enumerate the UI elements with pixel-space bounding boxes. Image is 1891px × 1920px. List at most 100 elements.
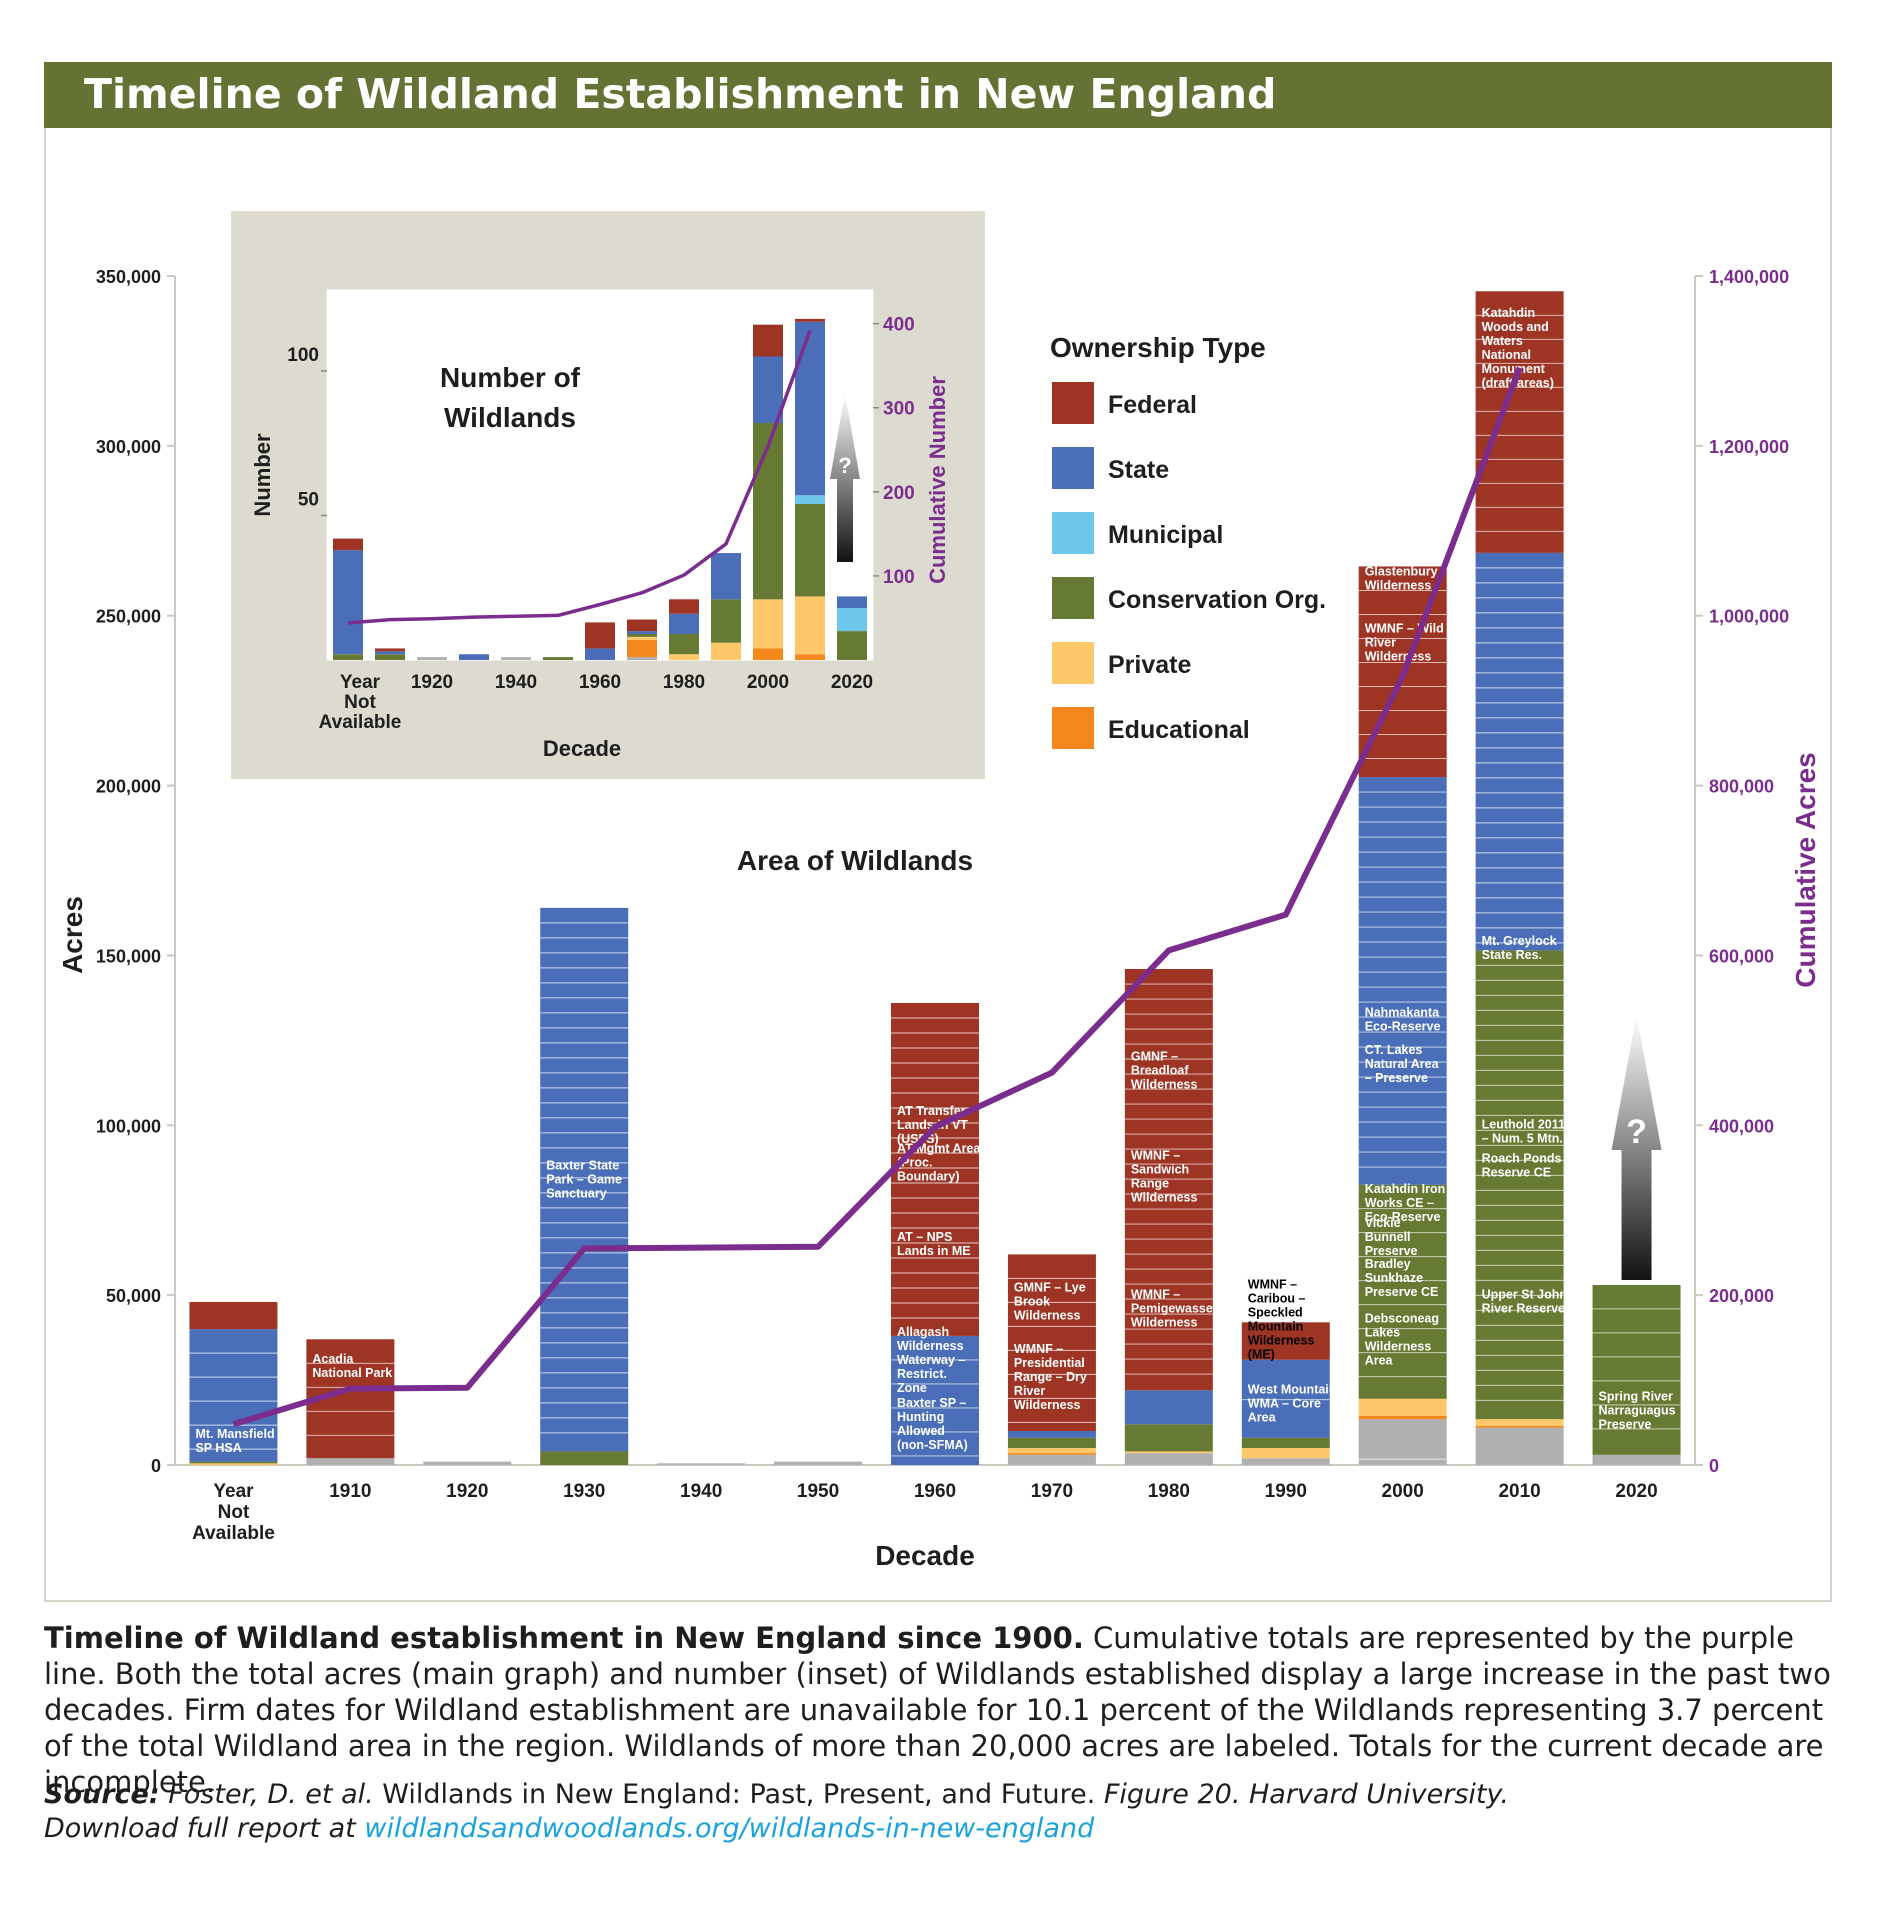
main-bar-annotation: Eco-Reserve: [1365, 1020, 1441, 1034]
inset-y2-tick-label: 200: [883, 483, 915, 504]
source-figure: Figure 20. Harvard University.: [1095, 1779, 1509, 1810]
inset-y2-tick-label: 100: [883, 567, 915, 588]
main-x-tick-label: Not: [218, 1502, 250, 1523]
inset-y2-tick-label: 300: [883, 399, 915, 420]
main-bar-annotation: Reserve CE: [1482, 1166, 1552, 1180]
main-y-tick-label: 100,000: [96, 1116, 161, 1136]
inset-x-axis-label: Decade: [543, 736, 621, 761]
main-bar-annotation: Wilderness: [1131, 1190, 1198, 1204]
main-bar-federal-2010: [1475, 291, 1564, 553]
main-y2-axis-label: Cumulative Acres: [1790, 752, 1821, 988]
inset-increase-arrow: [830, 393, 860, 562]
inset-bar-conservation-org-2000: [753, 422, 783, 600]
main-x-tick-label: 1940: [680, 1481, 722, 1502]
inset-y2-tick-label: 400: [883, 315, 915, 336]
main-x-tick-label: 2020: [1615, 1481, 1657, 1502]
main-bar-annotation: Debsconeag: [1365, 1311, 1439, 1325]
main-bar-annotation: (non-SFMA): [897, 1438, 968, 1452]
inset-x-tick-label: 1920: [411, 672, 453, 693]
main-bar-annotation: State Res.: [1482, 948, 1542, 962]
inset-x-tick-label: Available: [319, 712, 402, 733]
inset-bar-municipal-2010: [795, 495, 825, 504]
inset-bar-educational-1970: [627, 639, 657, 658]
main-bar-annotation: WMA – Core: [1248, 1397, 1321, 1411]
inset-bar-conservation-org-2020: [837, 631, 867, 660]
main-bar-annotation: Woods and: [1482, 320, 1549, 334]
main-bar-annotation: Wilderness: [1131, 1078, 1198, 1092]
main-x-tick-label: 1910: [329, 1481, 371, 1502]
main-bar-state-1990: [1241, 1359, 1330, 1438]
inset-bar-conservation-org-2010: [795, 503, 825, 597]
main-bar-federal-1960: [891, 1002, 979, 1336]
main-x-tick-label: 1920: [446, 1481, 488, 1502]
inset-x-tick-label: Year: [340, 672, 381, 693]
main-bar-annotation: – Preserve: [1365, 1071, 1428, 1085]
main-y2-tick-label: 1,000,000: [1709, 607, 1789, 627]
main-bar-federal-1970: [1007, 1254, 1096, 1432]
main-bar-annotation: Upper St John: [1482, 1288, 1567, 1302]
main-y2-tick-label: 800,000: [1709, 777, 1774, 797]
main-bar-annotation: Lands in ME: [897, 1244, 971, 1258]
inset-bar-state-1980: [669, 613, 699, 634]
main-bar-annotation: Area: [1248, 1411, 1277, 1425]
main-bar-annotation: Restrict.: [897, 1367, 947, 1381]
main-bar-annotation: Nahmakanta: [1365, 1006, 1440, 1020]
main-bar-annotation: Preserve: [1365, 1244, 1418, 1258]
main-bar-annotation: Sunkhaze: [1365, 1271, 1423, 1285]
main-y-tick-label: 250,000: [96, 607, 161, 627]
report-link[interactable]: wildlandsandwoodlands.org/wildlands-in-n…: [364, 1813, 1095, 1844]
main-bar-annotation: West Mountain: [1248, 1383, 1337, 1397]
main-bar-annotation: Brook: [1014, 1295, 1050, 1309]
main-bar-annotation: Eco-Reserve: [1365, 1210, 1441, 1224]
main-arrow-question: ?: [1626, 1113, 1647, 1151]
inset-x-tick-label: 1980: [663, 672, 705, 693]
main-bar-annotation: Wilderness: [1248, 1333, 1315, 1347]
main-bar-annotation: Glastenbury: [1365, 564, 1438, 578]
main-bar-annotation: Wilderness: [1365, 650, 1432, 664]
main-bar-annotation: Mt. Greylock: [1482, 934, 1557, 948]
main-bar-state-2010: [1475, 552, 1564, 951]
main-bar-annotation: Wilderness: [1014, 1309, 1081, 1323]
main-bar-unknown-2020: [1592, 1454, 1681, 1465]
main-bar-unknown-1920: [423, 1461, 512, 1465]
main-bar-annotation: WMNF –: [1131, 1148, 1180, 1162]
inset-bar-federal-1970: [627, 619, 657, 632]
figure-caption: Timeline of Wildland establishment in Ne…: [44, 1620, 1844, 1800]
main-y2-tick-label: 200,000: [1709, 1286, 1774, 1306]
main-bar-conservation-org-2000: [1358, 1184, 1447, 1399]
main-y2-tick-label: 400,000: [1709, 1116, 1774, 1136]
inset-bar-unknown-1920: [417, 657, 447, 660]
main-bar-state-1960: [891, 1335, 979, 1465]
main-bar-educational-1970: [1007, 1453, 1096, 1455]
main-bar-annotation: River Reserve: [1482, 1302, 1565, 1316]
inset-bar-unknown-1970: [627, 657, 657, 660]
main-x-tick-label: 1980: [1148, 1481, 1190, 1502]
inset-bar-federal-2000: [753, 324, 783, 357]
main-bar-annotation: National Park: [312, 1366, 392, 1380]
main-bar-annotation: Boundary): [897, 1169, 960, 1183]
main-bar-annotation: Baxter State: [546, 1158, 619, 1172]
main-x-axis-label: Decade: [875, 1540, 975, 1571]
main-bar-annotation: Wilderness: [897, 1339, 964, 1353]
main-bar-annotation: Monument: [1482, 362, 1546, 376]
main-bar-annotation: Bunnell: [1365, 1230, 1411, 1244]
main-x-tick-label: Available: [192, 1523, 275, 1544]
main-bar-annotation: GMNF – Joseph: [1365, 493, 1459, 507]
main-y2-tick-label: 1,200,000: [1709, 437, 1789, 457]
main-bar-annotation: Preserve: [1599, 1417, 1652, 1431]
inset-x-tick-label: 2020: [831, 672, 873, 693]
main-bar-annotation: GMNF –: [1365, 550, 1412, 564]
main-bar-private-1990: [1241, 1448, 1330, 1459]
main-y-tick-label: 350,000: [96, 267, 161, 287]
caption-title: Timeline of Wildland establishment in Ne…: [44, 1621, 1084, 1655]
main-bar-annotation: Wilderness: [1365, 1339, 1432, 1353]
main-bar-annotation: Leuthold 2011: [1482, 1118, 1565, 1132]
inset-bar-state-1990: [711, 553, 741, 600]
inset-y-axis-label: Number: [250, 433, 275, 517]
main-bar-federal-1980: [1124, 969, 1213, 1391]
main-bar-unknown-1950: [774, 1461, 863, 1465]
main-bar-annotation: (ME): [1248, 1347, 1275, 1361]
main-x-tick-label: 1960: [914, 1481, 956, 1502]
main-bar-annotation: AT Transfer: [897, 1104, 966, 1118]
main-bar-annotation: CT. Lakes: [1365, 1043, 1423, 1057]
